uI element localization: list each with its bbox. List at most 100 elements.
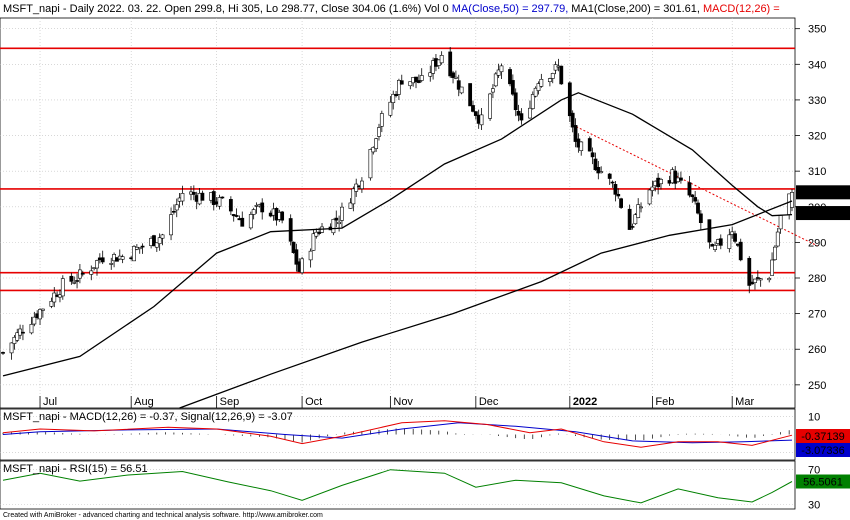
macd-histogram [2,428,790,443]
candle-body [388,101,393,116]
candle-body [21,331,25,334]
candle-body [539,79,544,87]
downtrend-line [572,124,818,247]
macd-lines [2,420,793,448]
candle-body [248,214,253,229]
candle-body [550,73,555,79]
candle-body [616,193,621,197]
date-tick-label: Mar [735,396,754,408]
candle-body [174,204,179,211]
candle-body [687,182,692,196]
candle-body [493,73,498,87]
candle-body [154,242,159,248]
candle-body [730,231,735,235]
candle-body [587,138,592,152]
candle-body [314,231,319,237]
rsi-value-badge: 56.5061 [803,477,843,489]
header-macd: MACD(12,26) = [703,3,780,15]
candle-body [630,226,635,228]
candle-body [573,125,578,142]
candle-body [718,238,723,246]
candle-body [727,234,732,249]
candle-body [240,217,245,227]
candle-body [778,215,783,230]
candle-body [673,170,678,184]
candle-body [650,186,655,191]
macd-title: MSFT_napi - MACD(12,26) = -0.37, Signal(… [3,411,293,423]
candle-body [200,192,205,201]
candle-body [530,94,535,109]
price-y-tick-label: 290 [808,237,826,249]
candle-body [100,257,105,263]
candle-body [359,180,364,190]
candle-body [397,80,401,95]
candle-body [758,278,763,281]
rsi-title: MSFT_napi - RSI(15) = 56.51 [3,463,148,475]
candle-body [473,111,478,116]
candle-body [738,241,743,261]
signal-value-badge: -3.07336 [801,445,844,457]
candle-body [567,82,572,117]
candle-body [377,127,381,137]
candle-body [750,281,755,285]
candle-body [468,83,473,107]
candle-body [414,76,418,83]
candle-body [132,246,136,262]
candle-body [217,197,222,207]
rsi-y-tick-label: 70 [808,465,820,477]
candle-body [331,219,336,234]
candle-body [659,179,663,185]
candle-body [300,258,304,273]
candle-body [499,65,504,73]
candle-body [251,209,256,215]
candle-body [211,191,216,205]
candle-body [29,324,34,334]
candle-body [311,233,316,251]
candle-body [510,80,515,95]
macd-value-badge: -0.37139 [801,431,844,443]
candle-body [371,147,376,153]
candle-body [639,206,643,209]
candle-body [547,78,552,83]
candle-body [354,183,359,192]
candle-body [627,208,632,230]
candle-body [491,88,495,93]
candle-body [456,80,461,90]
close-price-badge: 304.06 [806,187,840,199]
candle-body [228,199,233,212]
candle-body [340,206,344,221]
date-tick-label: Sep [220,396,240,408]
candle-body [767,278,772,281]
candle-body [647,189,652,205]
candle-body [451,72,455,78]
candle-body [747,257,752,286]
candle-body [593,158,598,171]
candle-body [399,80,404,85]
price-pane: 250260270280290300310320330340350 JulAug… [0,3,850,409]
candle-body [9,342,14,354]
candle-body [231,214,236,217]
date-tick-label: Nov [393,396,413,408]
rsi-line [2,469,793,504]
candle-body [291,241,296,253]
close-price-badge-box [796,185,850,200]
rsi-badges: 56.5061 [796,474,850,489]
candle-body [308,250,313,261]
candle-body [416,80,421,83]
candle-body [234,215,239,217]
date-tick-label: Oct [305,396,322,408]
signal-value-badge-box [796,443,850,457]
moving-averages [2,92,793,409]
rsi-y-tick-label: 30 [808,500,820,512]
price-y-tick-label: 250 [808,380,826,392]
candle-body [431,60,436,74]
candle-body [690,194,695,198]
date-x-axis: Jul Aug Sep Oct Nov Dec 2022 Feb Mar [39,396,754,408]
candle-body [636,204,641,218]
candle-body [488,93,492,119]
candle-body [519,113,524,121]
candle-body [72,282,77,284]
ma-value-badge: 301.605 [803,208,843,220]
candle-body [137,247,142,250]
